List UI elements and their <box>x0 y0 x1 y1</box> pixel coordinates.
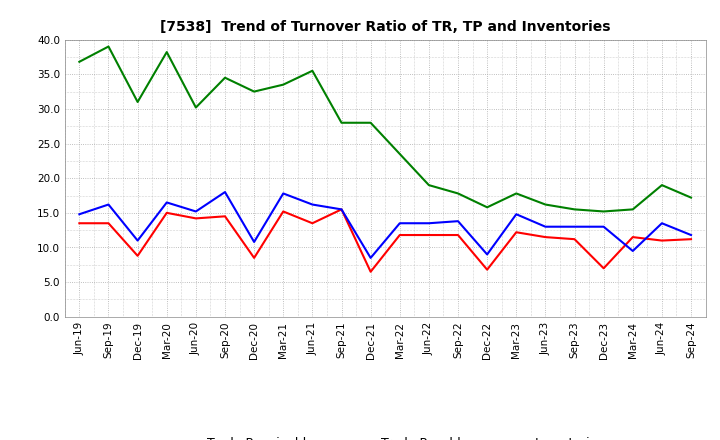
Trade Payables <box>250 239 258 245</box>
Trade Payables <box>163 200 171 205</box>
Trade Payables <box>570 224 579 229</box>
Trade Payables <box>192 209 200 214</box>
Inventories <box>279 82 287 87</box>
Inventories <box>366 120 375 125</box>
Trade Payables <box>337 207 346 212</box>
Trade Payables <box>279 191 287 196</box>
Trade Payables <box>454 219 462 224</box>
Inventories <box>133 99 142 105</box>
Trade Receivables <box>250 255 258 260</box>
Trade Receivables <box>541 235 550 240</box>
Inventories <box>104 44 113 49</box>
Trade Payables <box>483 252 492 257</box>
Trade Payables <box>541 224 550 229</box>
Inventories <box>425 183 433 188</box>
Trade Receivables <box>657 238 666 243</box>
Trade Payables <box>366 255 375 260</box>
Trade Payables <box>687 232 696 238</box>
Trade Payables <box>75 212 84 217</box>
Inventories <box>75 59 84 64</box>
Trade Receivables <box>599 266 608 271</box>
Inventories <box>512 191 521 196</box>
Inventories <box>483 205 492 210</box>
Trade Receivables <box>366 269 375 275</box>
Trade Receivables <box>483 267 492 272</box>
Trade Receivables <box>395 232 404 238</box>
Trade Receivables <box>337 207 346 212</box>
Line: Trade Payables: Trade Payables <box>79 192 691 258</box>
Inventories <box>454 191 462 196</box>
Legend: Trade Receivables, Trade Payables, Inventories: Trade Receivables, Trade Payables, Inven… <box>161 432 610 440</box>
Inventories <box>687 195 696 200</box>
Trade Payables <box>104 202 113 207</box>
Trade Receivables <box>454 232 462 238</box>
Inventories <box>337 120 346 125</box>
Inventories <box>570 207 579 212</box>
Trade Receivables <box>570 237 579 242</box>
Line: Trade Receivables: Trade Receivables <box>79 209 691 272</box>
Inventories <box>541 202 550 207</box>
Trade Payables <box>395 220 404 226</box>
Trade Receivables <box>687 237 696 242</box>
Inventories <box>657 183 666 188</box>
Trade Payables <box>308 202 317 207</box>
Trade Receivables <box>192 216 200 221</box>
Trade Payables <box>657 220 666 226</box>
Inventories <box>250 89 258 94</box>
Inventories <box>629 207 637 212</box>
Trade Receivables <box>163 210 171 216</box>
Trade Receivables <box>629 235 637 240</box>
Trade Receivables <box>104 220 113 226</box>
Trade Payables <box>512 212 521 217</box>
Trade Receivables <box>425 232 433 238</box>
Title: [7538]  Trend of Turnover Ratio of TR, TP and Inventories: [7538] Trend of Turnover Ratio of TR, TP… <box>160 20 611 34</box>
Trade Payables <box>425 220 433 226</box>
Inventories <box>395 151 404 157</box>
Trade Payables <box>629 248 637 253</box>
Trade Receivables <box>220 214 229 219</box>
Trade Receivables <box>75 220 84 226</box>
Inventories <box>192 105 200 110</box>
Trade Receivables <box>133 253 142 258</box>
Inventories <box>308 68 317 73</box>
Trade Payables <box>599 224 608 229</box>
Trade Receivables <box>279 209 287 214</box>
Inventories <box>220 75 229 81</box>
Trade Payables <box>133 238 142 243</box>
Trade Receivables <box>512 230 521 235</box>
Trade Payables <box>220 189 229 194</box>
Inventories <box>163 49 171 55</box>
Inventories <box>599 209 608 214</box>
Line: Inventories: Inventories <box>79 47 691 212</box>
Trade Receivables <box>308 220 317 226</box>
